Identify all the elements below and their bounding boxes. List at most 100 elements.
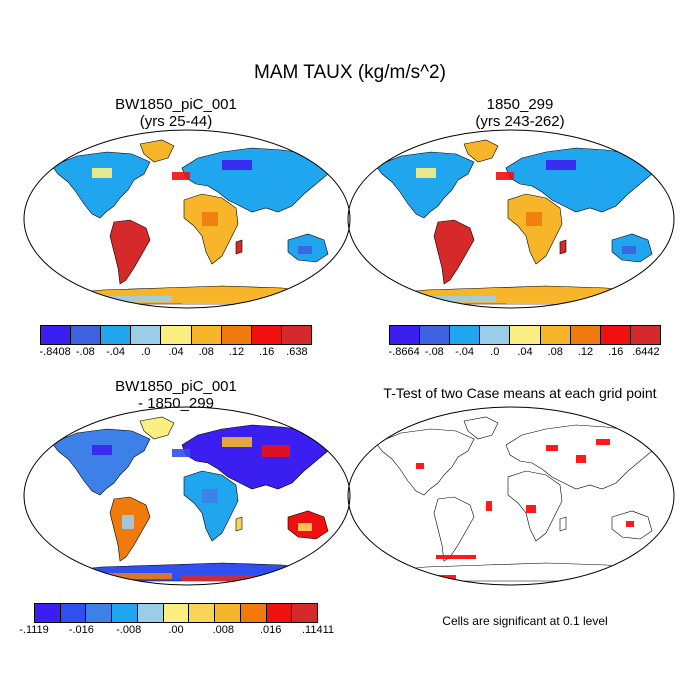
map-data-patch xyxy=(446,238,458,252)
colorbar-swatch xyxy=(480,326,511,344)
colorbar-tick-label: -.8408 xyxy=(39,346,71,358)
continent-greenland xyxy=(463,416,499,440)
colorbar-swatch xyxy=(540,326,571,344)
map-data-patch xyxy=(576,455,586,463)
continent-greenland xyxy=(463,139,499,163)
colorbar-tick-label: .12 xyxy=(577,346,594,358)
colorbar-swatch xyxy=(191,326,222,344)
colorbar-swatch xyxy=(163,604,190,622)
map-data-patch xyxy=(202,489,218,503)
colorbar-swatch xyxy=(215,604,241,622)
map-data-patch xyxy=(586,168,614,180)
map-data-patch xyxy=(122,238,134,252)
continent-namerica xyxy=(51,151,151,219)
colorbar-tick-label: .04 xyxy=(517,346,533,358)
colorbar-swatch xyxy=(630,326,660,344)
continent-eurasia xyxy=(181,147,333,213)
map-data-patch xyxy=(526,212,542,226)
colorbar-swatch xyxy=(570,326,601,344)
colorbar-tick-label: -.04 xyxy=(455,346,475,358)
continent-namerica xyxy=(375,151,475,219)
panel2-title: 1850_299 (yrs 243-262) xyxy=(420,96,620,130)
colorbar-swatch xyxy=(510,326,541,344)
colorbar-tick-label: -.008 xyxy=(116,624,142,636)
map-panel-ttest xyxy=(347,406,675,586)
map-data-patch xyxy=(298,246,312,254)
colorbar-tick-label: .11411 xyxy=(301,624,335,636)
map-data-patch xyxy=(298,523,312,531)
continent-eurasia xyxy=(181,424,333,490)
continent-namerica xyxy=(375,428,475,496)
map-data-patch xyxy=(436,555,476,559)
continent-madagascar xyxy=(559,516,567,532)
colorbar-swatch xyxy=(251,326,282,344)
map-data-patch xyxy=(496,172,514,180)
continent-madagascar xyxy=(235,239,243,255)
panel1-title: BW1850_piC_001 (yrs 25-44) xyxy=(76,96,276,130)
colorbar-tick-label: .6442 xyxy=(632,346,660,358)
map-data-patch xyxy=(486,501,492,511)
continent-greenland xyxy=(139,139,175,163)
map-data-patch xyxy=(596,439,610,445)
panel2-title-line1: 1850_299 xyxy=(486,96,554,113)
colorbar-swatch xyxy=(71,326,102,344)
map-border xyxy=(347,129,675,309)
colorbar-swatch xyxy=(221,326,252,344)
colorbar-swatch xyxy=(35,604,61,622)
colorbar-tick-label: -.8664 xyxy=(388,346,420,358)
panel3-title-line2: - 1850_299 xyxy=(138,395,214,412)
colorbar-swatch xyxy=(266,604,293,622)
map-data-patch xyxy=(622,246,636,254)
map-data-patch xyxy=(172,449,190,457)
map-data-patch xyxy=(416,168,436,178)
map-panel-case2 xyxy=(347,129,675,309)
colorbar-swatch xyxy=(189,604,216,622)
colorbar-tick-label: .0 xyxy=(141,346,151,358)
continent-eurasia xyxy=(505,147,657,213)
colorbar-swatch xyxy=(131,326,162,344)
colorbar-swatch xyxy=(41,326,72,344)
colorbar-swatch xyxy=(450,326,481,344)
colorbar-swatch xyxy=(161,326,192,344)
colorbar-swatch xyxy=(101,326,132,344)
map-border xyxy=(347,406,675,586)
map-data-patch xyxy=(262,445,290,457)
map-data-patch xyxy=(546,445,558,451)
colorbar-case2-ticks: -.8664 -.08 -.04 .0 .04 .08 .12 .16 .6442 xyxy=(389,346,661,360)
map-border xyxy=(23,406,351,586)
colorbar-tick-label: .638 xyxy=(286,346,308,358)
map-panel-diff xyxy=(23,406,351,586)
colorbar-swatch xyxy=(600,326,631,344)
ttest-note: Cells are significant at 0.1 level xyxy=(442,614,608,628)
colorbar-tick-label: -.016 xyxy=(68,624,94,636)
colorbar-tick-label: .00 xyxy=(168,624,184,636)
panel4-title: T-Test of two Case means at each grid po… xyxy=(383,385,657,401)
colorbar-case1 xyxy=(40,325,312,345)
map-data-patch xyxy=(546,160,576,170)
map-border xyxy=(23,129,351,309)
map-data-patch xyxy=(92,168,112,178)
panel3-title-line1: BW1850_piC_001 xyxy=(115,378,237,395)
colorbar-tick-label: .016 xyxy=(259,624,282,636)
colorbar-tick-label: .16 xyxy=(608,346,624,358)
map-data-patch xyxy=(202,212,218,226)
panel2-title-line2: (yrs 243-262) xyxy=(475,113,565,130)
colorbar-swatch xyxy=(281,326,311,344)
map-data-patch xyxy=(172,172,190,180)
continent-madagascar xyxy=(559,239,567,255)
map-data-patch xyxy=(526,505,536,513)
figure-title: MAM TAUX (kg/m/s^2) xyxy=(254,62,446,83)
colorbar-swatch xyxy=(240,604,267,622)
colorbar-tick-label: .08 xyxy=(198,346,214,358)
colorbar-tick-label: -.1119 xyxy=(19,624,49,636)
panel3-title: BW1850_piC_001 - 1850_299 xyxy=(76,378,276,412)
colorbar-diff-ticks: -.1119 -.016 -.008 .00 .008 .016 .11411 xyxy=(19,624,334,638)
colorbar-tick-label: .008 xyxy=(212,624,235,636)
colorbar-swatch xyxy=(390,326,421,344)
colorbar-tick-label: .16 xyxy=(259,346,275,358)
colorbar-tick-label: -.04 xyxy=(106,346,126,358)
map-panel-case1 xyxy=(23,129,351,309)
colorbar-swatch xyxy=(137,604,164,622)
continent-namerica xyxy=(51,428,151,496)
map-data-patch xyxy=(262,168,290,180)
